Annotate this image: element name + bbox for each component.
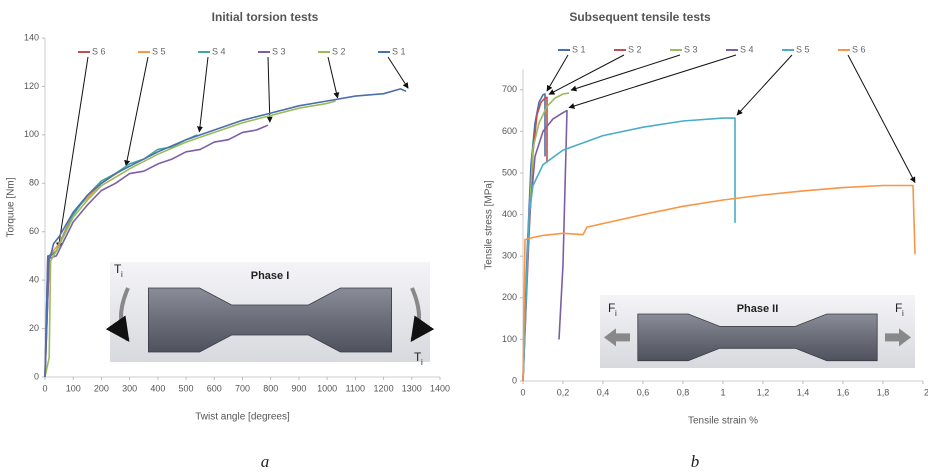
legend-label: S 4: [740, 44, 754, 54]
legend-label: S 3: [684, 44, 698, 54]
pointer-arrow: [199, 57, 208, 132]
y-tick-label: 20: [29, 323, 39, 333]
y-tick-label: 0: [34, 371, 39, 381]
legend-label: S 5: [152, 46, 166, 56]
y-tick-label: 0: [512, 375, 517, 385]
pointer-arrow: [737, 55, 792, 115]
inset-title: Phase I: [251, 270, 290, 282]
x-tick-label: 700: [235, 383, 250, 393]
pointer-arrow: [268, 57, 270, 122]
x-tick-label: 1,4: [797, 387, 810, 397]
chart-title: Initial torsion tests: [212, 10, 319, 24]
legend-label: S 1: [392, 46, 406, 56]
y-axis-label: Torquue [Nm]: [6, 177, 17, 237]
y-tick-label: 80: [29, 178, 39, 188]
x-tick-label: 600: [207, 383, 222, 393]
legend-label: S 1: [572, 44, 586, 54]
pointer-arrow: [388, 57, 408, 88]
load-subscript: i: [615, 309, 617, 318]
legend-label: S 2: [628, 44, 642, 54]
y-tick-label: 400: [502, 209, 517, 219]
x-tick-label: 200: [94, 383, 109, 393]
y-tick-label: 100: [502, 334, 517, 344]
x-tick-label: 1000: [317, 383, 337, 393]
pointer-arrow: [569, 55, 736, 108]
pointer-arrow: [848, 55, 915, 182]
figure: Initial torsion tests0204060801001201400…: [0, 0, 928, 476]
y-tick-label: 60: [29, 226, 39, 236]
x-tick-label: 1100: [346, 383, 365, 393]
x-axis-label: Twist angle [degrees]: [195, 412, 290, 423]
y-tick-label: 140: [24, 32, 39, 42]
legend-label: S 3: [272, 46, 286, 56]
x-tick-label: 0,8: [677, 387, 690, 397]
y-tick-label: 100: [24, 129, 39, 139]
x-tick-label: 1200: [374, 383, 394, 393]
y-tick-label: 40: [29, 275, 39, 285]
legend-label: S 2: [332, 46, 346, 56]
legend-label: S 6: [852, 44, 866, 54]
pointer-arrow: [58, 57, 88, 248]
pointer-arrow: [328, 57, 338, 98]
y-tick-label: 500: [502, 167, 517, 177]
x-tick-label: 0: [42, 383, 47, 393]
pointer-arrow: [571, 55, 680, 90]
x-tick-label: 2: [924, 387, 928, 397]
x-tick-label: 1300: [402, 383, 422, 393]
y-tick-label: 600: [502, 126, 517, 136]
series-line: [523, 93, 569, 381]
x-tick-label: 500: [179, 383, 194, 393]
y-axis-label: Tensile stress [MPa]: [484, 180, 495, 270]
page: Initial torsion tests0204060801001201400…: [0, 0, 928, 476]
y-tick-label: 200: [502, 292, 517, 302]
x-tick-label: 1,2: [757, 387, 770, 397]
y-tick-label: 300: [502, 251, 517, 261]
x-tick-label: 1,6: [837, 387, 850, 397]
x-tick-label: 0: [520, 387, 525, 397]
legend-label: S 4: [212, 46, 226, 56]
inset-title: Phase II: [737, 303, 779, 315]
legend-label: S 5: [796, 44, 810, 54]
legend-label: S 6: [92, 46, 106, 56]
x-tick-label: 1400: [430, 383, 450, 393]
x-tick-label: 300: [122, 383, 137, 393]
pointer-arrow: [126, 57, 148, 166]
y-tick-label: 700: [502, 84, 517, 94]
caption: b: [691, 452, 700, 471]
chart-title: Subsequent tensile tests: [569, 10, 711, 24]
y-tick-label: 120: [24, 81, 39, 91]
x-tick-label: 0,2: [557, 387, 570, 397]
load-subscript: i: [902, 309, 904, 318]
load-subscript: i: [421, 358, 423, 367]
x-tick-label: 100: [66, 383, 81, 393]
x-tick-label: 1,8: [877, 387, 890, 397]
x-tick-label: 800: [263, 383, 278, 393]
load-subscript: i: [121, 270, 123, 279]
pointer-arrow: [549, 55, 624, 94]
x-tick-label: 400: [150, 383, 165, 393]
x-tick-label: 1: [720, 387, 725, 397]
x-tick-label: 900: [291, 383, 306, 393]
caption: a: [261, 452, 270, 471]
x-axis-label: Tensile strain %: [688, 416, 758, 427]
x-tick-label: 0,4: [597, 387, 610, 397]
x-tick-label: 0,6: [637, 387, 650, 397]
